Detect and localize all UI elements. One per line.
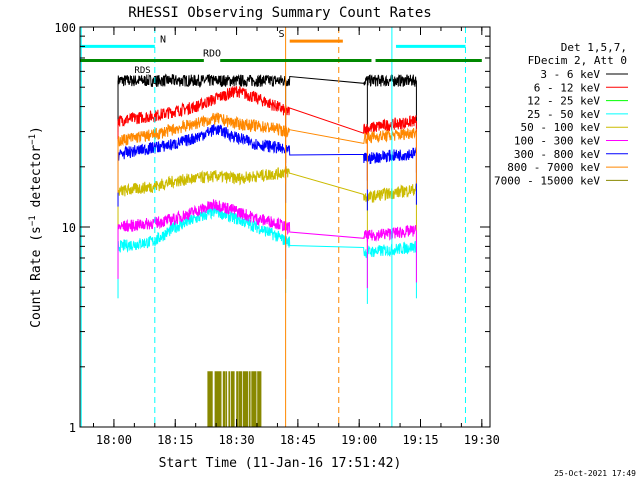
legend-entry-label: 100 - 300 keV — [514, 135, 600, 148]
series-100-300kev — [117, 199, 417, 289]
series-trace — [117, 206, 417, 259]
x-tick-label: 19:30 — [464, 433, 500, 447]
y-axis-title-sup: −1 — [28, 134, 38, 145]
y-tick-label: 10 — [62, 221, 76, 235]
vertical-marker-lines — [80, 27, 466, 427]
series-7000-15000kev — [207, 371, 262, 427]
series-trace — [117, 166, 417, 204]
y-axis-title-sup: −1 — [28, 215, 38, 226]
x-tick-label: 18:15 — [157, 433, 193, 447]
footer-timestamp: 25-Oct-2021 17:49 — [554, 469, 636, 478]
legend-header: FDecim 2, Att 0 — [528, 54, 627, 67]
legend-entry-label: 6 - 12 keV — [534, 81, 601, 94]
chart-title: RHESSI Observing Summary Count Rates — [128, 5, 431, 21]
flag-label: RDO — [203, 48, 221, 59]
series-trace — [117, 86, 417, 135]
series-trace — [117, 112, 417, 147]
legend-entry-label: 12 - 25 keV — [527, 95, 600, 108]
legend-entry-label: 300 - 800 keV — [514, 148, 600, 161]
x-tick-label: 18:30 — [218, 433, 254, 447]
y-tick-label: 1 — [69, 421, 76, 435]
x-tick-label: 18:45 — [280, 433, 316, 447]
y-tick-label: 100 — [54, 21, 76, 35]
x-tick-label: 18:00 — [96, 433, 132, 447]
series-800-7000kev — [117, 112, 417, 193]
legend-entry-label: 50 - 100 keV — [521, 121, 601, 134]
legend-entry-label: 7000 - 15000 keV — [494, 174, 600, 187]
series-trace — [117, 199, 417, 243]
observation-flags: N S RDO RDS — [80, 29, 482, 76]
x-axis-ticks: 18:00 18:15 18:30 18:45 19:00 19:15 19:30 — [92, 27, 500, 447]
legend-entry-label: 800 - 7000 keV — [507, 161, 600, 174]
flag-label: RDS — [134, 66, 150, 76]
x-tick-label: 19:15 — [402, 433, 438, 447]
flag-label: S — [279, 29, 285, 40]
y-axis-title-part: detector — [29, 145, 44, 216]
series-trace — [117, 73, 417, 88]
y-axis-title: Count Rate (s−1 detector−1) — [28, 126, 44, 328]
x-tick-label: 19:00 — [341, 433, 377, 447]
series-trace — [207, 371, 262, 427]
y-axis-ticks: 1 10 100 — [54, 21, 490, 435]
y-axis-title-part: Count Rate (s — [29, 226, 44, 328]
x-axis-title: Start Time (11-Jan-16 17:51:42) — [159, 456, 402, 471]
series-trace — [117, 124, 417, 165]
legend-header: Det 1,5,7, — [561, 41, 627, 54]
flag-label: N — [160, 34, 166, 45]
legend-entry-label: 25 - 50 keV — [527, 108, 600, 121]
y-axis-title-part: ) — [29, 126, 44, 134]
legend-entry-label: 3 - 6 keV — [540, 68, 600, 81]
